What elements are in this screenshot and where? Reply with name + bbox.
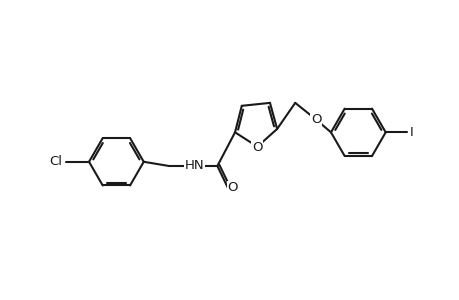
Text: I: I [409,126,413,139]
Text: O: O [227,182,238,194]
Text: O: O [252,141,262,154]
Text: Cl: Cl [50,155,62,168]
Text: HN: HN [185,159,204,172]
Text: O: O [310,113,321,126]
